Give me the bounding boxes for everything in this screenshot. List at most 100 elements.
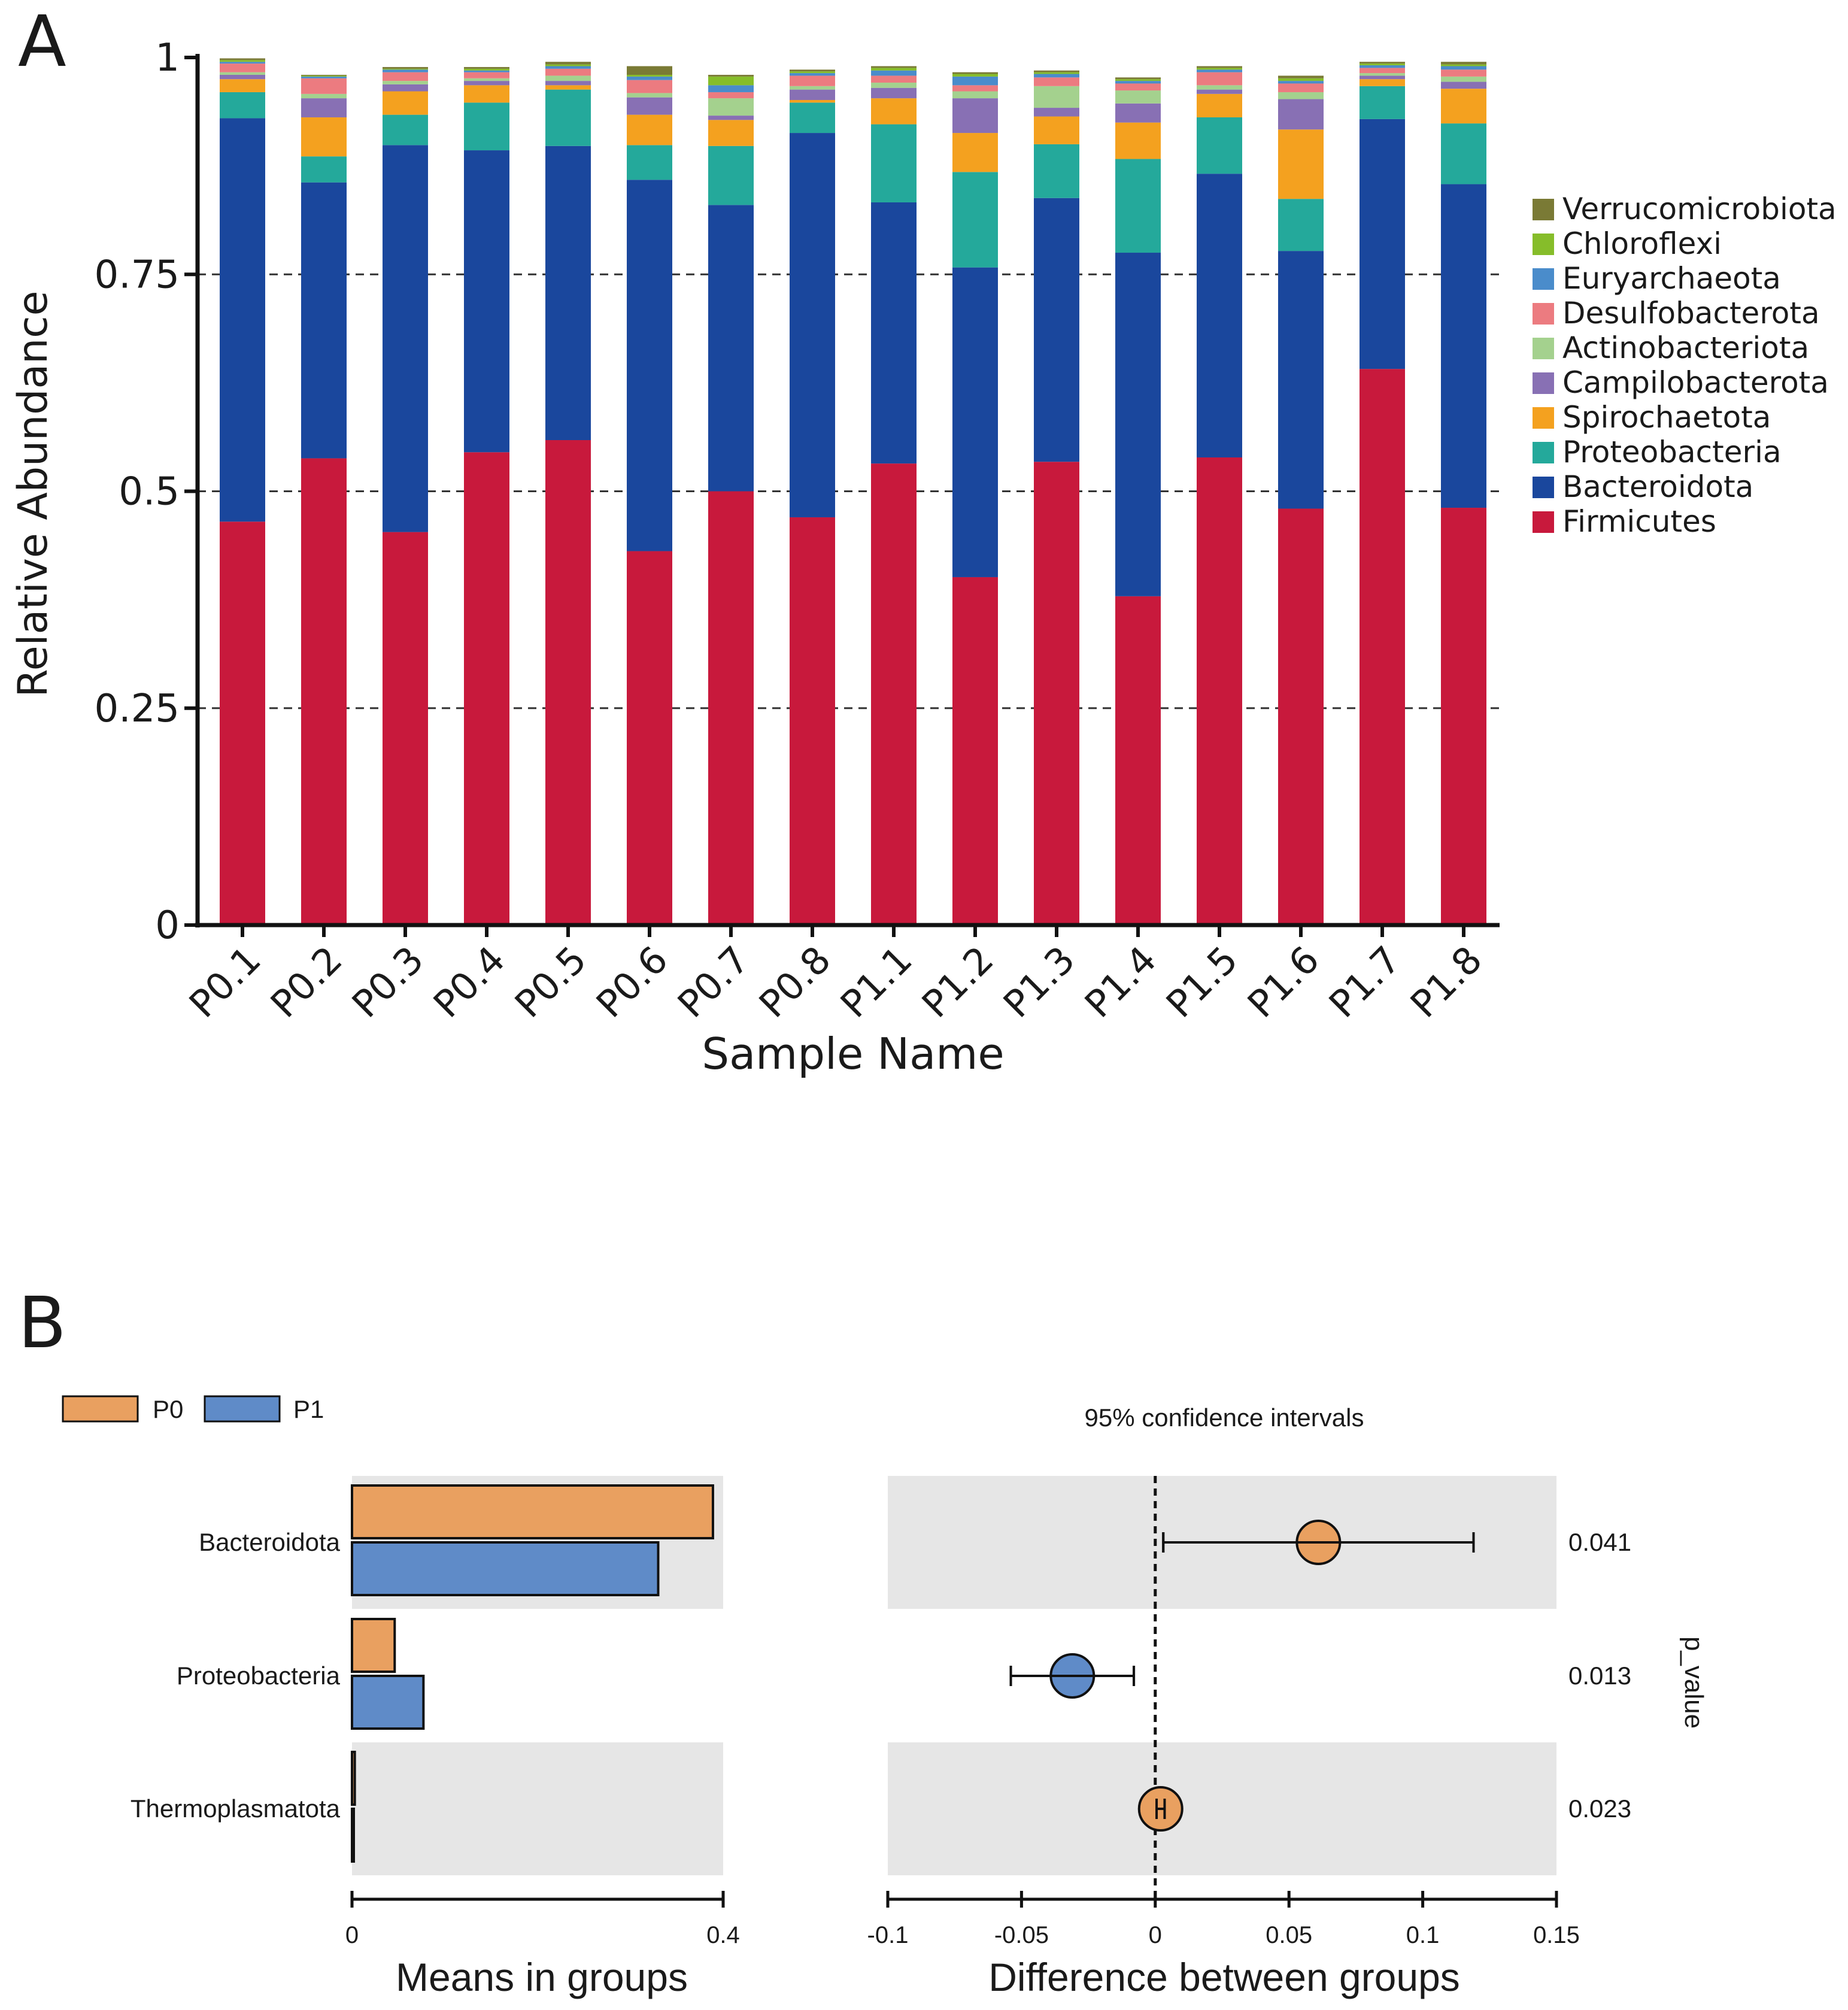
bar-p0-7-euryarchaeota <box>708 85 754 92</box>
means-x-axis-label: Means in groups <box>396 1955 688 1999</box>
p-value-axis-label: p_value <box>1679 1636 1709 1729</box>
x-tick-label: P1.2 <box>914 938 1002 1026</box>
bar-p0-7-proteobacteria <box>708 145 754 205</box>
bar-p0-3-proteobacteria <box>383 114 428 145</box>
bar-p1-1-bacteroidota <box>871 202 917 464</box>
bar-p1-8-euryarchaeota <box>1441 66 1486 70</box>
bar-p0-2-firmicutes <box>301 458 347 925</box>
x-tick-label: P1.1 <box>832 938 921 1026</box>
y-tick-label: 0.5 <box>119 470 180 514</box>
bar-p0-6-euryarchaeota <box>627 76 672 80</box>
bar-p0-1-verrucomicrobiota <box>220 58 265 60</box>
bar-p1-5-desulfobacterota <box>1197 72 1242 86</box>
bar-p1-5-campilobacterota <box>1197 89 1242 94</box>
bar-p1-6-actinobacteriota <box>1278 92 1324 99</box>
category-label: Thermoplasmatota <box>131 1794 341 1823</box>
bar-p0-6-firmicutes <box>627 551 672 925</box>
bar-p0-5-verrucomicrobiota <box>545 62 591 65</box>
bar-p0-6-spirochaetota <box>627 114 672 145</box>
bar-p0-5-desulfobacterota <box>545 68 591 76</box>
bar-p0-5-euryarchaeota <box>545 66 591 69</box>
legend-swatch-desulfobacterota <box>1533 303 1554 325</box>
y-tick-label: 0.75 <box>95 253 180 297</box>
bar-p1-8-proteobacteria <box>1441 123 1486 184</box>
bar-p1-1-actinobacteriota <box>871 83 917 88</box>
bar-p0-6-chloroflexi <box>627 74 672 77</box>
panel-a-y-ticks: 0 0.25 0.5 0.75 1 <box>95 36 198 948</box>
bar-p0-4-bacteroidota <box>464 150 509 453</box>
panel-a-x-axis-label: Sample Name <box>702 1029 1004 1079</box>
bar-p0-5-chloroflexi <box>545 64 591 66</box>
bar-p0-1-actinobacteriota <box>220 72 265 75</box>
bar-p1-5-verrucomicrobiota <box>1197 66 1242 68</box>
bar-p1-2-chloroflexi <box>952 74 998 77</box>
category-label: Bacteroidota <box>199 1528 340 1556</box>
bar-p1-8-campilobacterota <box>1441 81 1486 89</box>
bar-p1-4-proteobacteria <box>1115 159 1161 253</box>
bar-p1-6-chloroflexi <box>1278 78 1324 81</box>
panel-a-bars <box>220 58 1486 925</box>
bar-p0-2-actinobacteriota <box>301 93 347 99</box>
bar-p1-1-desulfobacterota <box>871 75 917 83</box>
bar-p0-8-spirochaetota <box>790 100 835 103</box>
mean-bar-thermoplasmatota-p1 <box>351 1808 355 1863</box>
bar-p1-3-proteobacteria <box>1034 144 1079 198</box>
legend-swatch-proteobacteria <box>1533 442 1554 463</box>
y-tick-label: 0 <box>155 904 180 948</box>
bar-p1-1-proteobacteria <box>871 124 917 202</box>
bar-p1-2-euryarchaeota <box>952 76 998 86</box>
bar-p1-1-euryarchaeota <box>871 70 917 76</box>
bar-p0-7-chloroflexi <box>708 76 754 86</box>
bar-p0-5-proteobacteria <box>545 89 591 146</box>
bar-p1-3-spirochaetota <box>1034 116 1079 144</box>
bar-p1-7-euryarchaeota <box>1360 65 1405 68</box>
bar-p0-5-spirochaetota <box>545 85 591 90</box>
bar-p1-2-bacteroidota <box>952 267 998 577</box>
x-tick-label: P0.3 <box>344 938 432 1026</box>
bar-p0-3-actinobacteriota <box>383 81 428 84</box>
bar-p1-6-spirochaetota <box>1278 129 1324 199</box>
legend-label-verrucomicrobiota: Verrucomicrobiota <box>1562 192 1837 226</box>
bar-p1-6-verrucomicrobiota <box>1278 75 1324 78</box>
bar-p1-7-bacteroidota <box>1360 119 1405 369</box>
p-value-label: 0.023 <box>1568 1794 1631 1823</box>
difference-between-groups-chart: 0.041 0.013 0.023 -0.1 -0.05 0 0.05 0.1 0.15 <box>867 1476 1631 1948</box>
legend-swatch-bacteroidota <box>1533 477 1554 498</box>
bar-p0-7-desulfobacterota <box>708 92 754 99</box>
bar-p1-4-bacteroidota <box>1115 253 1161 596</box>
bar-p0-1-firmicutes <box>220 522 265 925</box>
bar-p0-6-desulfobacterota <box>627 80 672 93</box>
bar-p1-1-spirochaetota <box>871 98 917 125</box>
legend-swatch-euryarchaeota <box>1533 268 1554 290</box>
legend-label-campilobacterota: Campilobacterota <box>1562 365 1829 400</box>
bar-p1-8-spirochaetota <box>1441 89 1486 124</box>
bar-p0-4-verrucomicrobiota <box>464 66 509 69</box>
bar-p0-4-firmicutes <box>464 452 509 925</box>
bar-p1-5-euryarchaeota <box>1197 69 1242 72</box>
x-tick-label: P1.6 <box>1239 938 1328 1026</box>
legend-label-euryarchaeota: Euryarchaeota <box>1562 261 1781 296</box>
y-tick-label: 0.25 <box>95 687 180 731</box>
bar-p1-6-bacteroidota <box>1278 251 1324 509</box>
bar-p0-3-spirochaetota <box>383 91 428 115</box>
bar-p0-2-proteobacteria <box>301 156 347 183</box>
bar-p1-8-actinobacteriota <box>1441 76 1486 82</box>
bar-p1-6-proteobacteria <box>1278 199 1324 251</box>
bar-p1-4-firmicutes <box>1115 596 1161 925</box>
mean-bar-proteobacteria-p0 <box>351 1618 396 1673</box>
means-x-tick-label: 0.4 <box>706 1922 740 1948</box>
bar-p1-4-spirochaetota <box>1115 122 1161 159</box>
bar-p0-3-firmicutes <box>383 532 428 925</box>
bar-p0-5-bacteroidota <box>545 145 591 441</box>
bar-p0-2-spirochaetota <box>301 117 347 157</box>
bar-p1-8-bacteroidota <box>1441 184 1486 508</box>
means-row-background <box>352 1742 723 1875</box>
legend-label-firmicutes: Firmicutes <box>1562 504 1716 539</box>
bar-p1-1-campilobacterota <box>871 87 917 99</box>
x-tick-label: P0.4 <box>425 938 514 1026</box>
panel-a-label: A <box>18 0 66 83</box>
x-tick-label: P0.8 <box>751 938 839 1026</box>
bar-p0-6-verrucomicrobiota <box>627 66 672 75</box>
bar-p0-1-bacteroidota <box>220 118 265 522</box>
bar-p0-6-actinobacteriota <box>627 93 672 98</box>
